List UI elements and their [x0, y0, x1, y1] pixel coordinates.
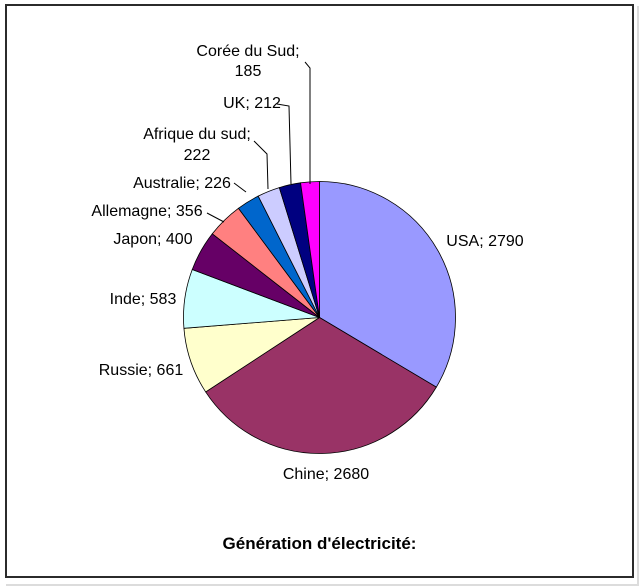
chart-title: Génération d'électricité: le TOP 10 des …	[5, 489, 634, 588]
slice-label-coree-du-sud: Corée du Sud; 185	[196, 43, 299, 80]
leader-line-uk	[276, 103, 292, 185]
pie-slices	[183, 181, 456, 454]
slice-label-afrique-du-sud: Afrique du sud; 222	[143, 126, 251, 164]
chart-title-line1: Génération d'électricité:	[222, 534, 417, 553]
pie-slice-usa	[319, 181, 456, 388]
image-edge-shadow-bottom	[6, 584, 638, 586]
image-edge-shadow-right	[637, 6, 639, 586]
slice-label-uk: UK; 212	[223, 95, 281, 112]
slice-labels: USA; 2790 Chine; 2680 Russie; 661 Inde; 583…	[91, 43, 523, 483]
pie-slice-chine	[205, 317, 437, 454]
label-leader-lines	[206, 61, 311, 223]
slice-label-russie: Russie; 661	[99, 362, 184, 379]
slice-label-usa: USA; 2790	[446, 233, 523, 250]
leader-line-coree-du-sud	[304, 61, 311, 184]
chart-border	[5, 4, 634, 578]
slice-label-japon: Japon; 400	[113, 231, 192, 248]
slice-label-allemagne: Allemagne; 356	[91, 203, 202, 220]
slice-label-australie: Australie; 226	[133, 175, 231, 192]
slice-label-inde: Inde; 583	[110, 291, 177, 308]
slice-label-chine: Chine; 2680	[283, 466, 369, 483]
leader-line-allemagne	[206, 212, 225, 223]
leader-line-afrique-du-sud	[253, 140, 269, 190]
leader-line-australie	[233, 182, 247, 193]
